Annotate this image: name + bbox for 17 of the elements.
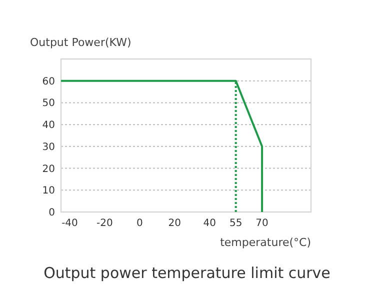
x-tick-label: -40 [62, 218, 78, 229]
x-tick-label: 40 [203, 218, 216, 229]
y-axis-title: Output Power(KW) [30, 36, 132, 49]
x-tick-label: 0 [136, 218, 143, 229]
y-tick-label: 10 [42, 186, 55, 197]
y-tick-label: 40 [42, 120, 55, 132]
x-tick-label: -20 [96, 218, 113, 229]
x-tick-label: 55 [229, 218, 242, 229]
y-tick-label: 0 [48, 208, 55, 218]
y-tick-label: 50 [42, 98, 55, 110]
y-tick-label: 20 [42, 164, 55, 175]
text: Output power temperature limit curve [44, 264, 330, 282]
x-tick-label: 20 [168, 218, 182, 229]
x-tick-label: 70 [256, 218, 268, 229]
y-tick-label: 30 [42, 142, 55, 153]
x-axis-title: temperature(°C) [220, 236, 311, 249]
y-tick-label: 60 [42, 76, 55, 88]
